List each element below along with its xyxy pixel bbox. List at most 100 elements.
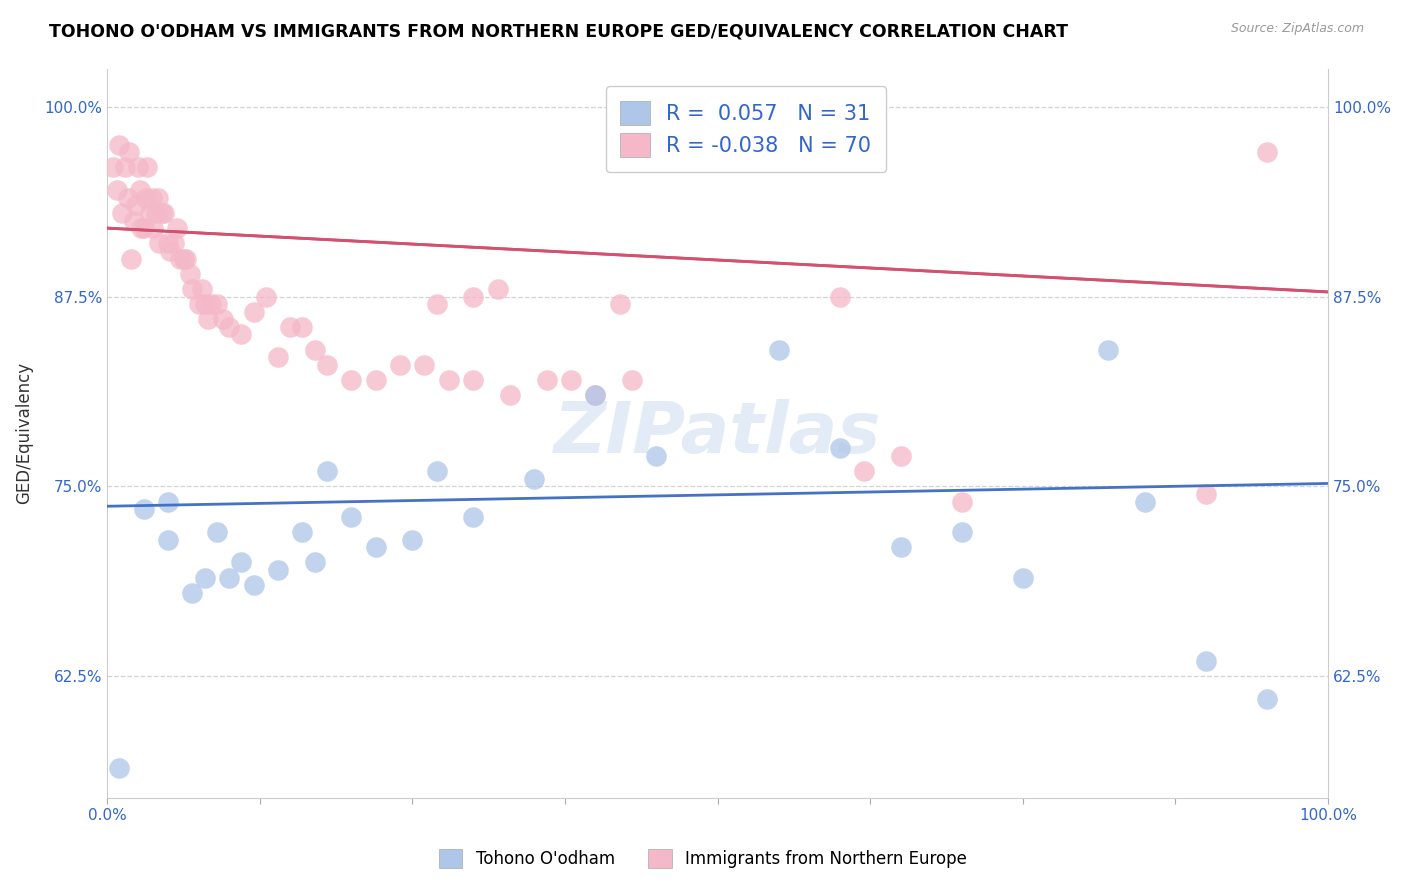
Point xyxy=(117,191,139,205)
Point xyxy=(179,267,201,281)
Point xyxy=(486,282,509,296)
Point xyxy=(499,388,522,402)
Point xyxy=(176,252,198,266)
Point xyxy=(166,221,188,235)
Point xyxy=(536,373,558,387)
Point xyxy=(340,509,363,524)
Point xyxy=(463,289,485,303)
Point xyxy=(413,358,436,372)
Y-axis label: GED/Equivalency: GED/Equivalency xyxy=(15,362,32,504)
Point xyxy=(159,244,181,258)
Point xyxy=(148,191,170,205)
Point xyxy=(120,252,142,266)
Point xyxy=(278,319,301,334)
Point xyxy=(157,236,180,251)
Point xyxy=(1195,487,1218,501)
Point xyxy=(108,137,131,152)
Text: TOHONO O'ODHAM VS IMMIGRANTS FROM NORTHERN EUROPE GED/EQUIVALENCY CORRELATION CH: TOHONO O'ODHAM VS IMMIGRANTS FROM NORTHE… xyxy=(49,22,1069,40)
Point xyxy=(163,236,186,251)
Point xyxy=(609,297,631,311)
Point xyxy=(1256,145,1278,160)
Point xyxy=(828,289,851,303)
Point xyxy=(523,472,546,486)
Point xyxy=(890,449,912,463)
Point xyxy=(231,556,253,570)
Text: Source: ZipAtlas.com: Source: ZipAtlas.com xyxy=(1230,22,1364,36)
Point xyxy=(401,533,423,547)
Point xyxy=(1256,692,1278,706)
Point xyxy=(127,161,149,175)
Point xyxy=(142,221,165,235)
Point xyxy=(105,183,128,197)
Point xyxy=(242,578,264,592)
Point xyxy=(242,304,264,318)
Point xyxy=(132,221,155,235)
Point xyxy=(315,358,337,372)
Point xyxy=(218,319,240,334)
Point xyxy=(197,312,219,326)
Point xyxy=(340,373,363,387)
Point xyxy=(583,388,606,402)
Point xyxy=(291,319,314,334)
Point xyxy=(304,343,326,357)
Point xyxy=(389,358,412,372)
Point xyxy=(291,525,314,540)
Point xyxy=(828,442,851,456)
Point xyxy=(560,373,582,387)
Point xyxy=(148,236,170,251)
Point xyxy=(135,191,157,205)
Point xyxy=(853,464,876,478)
Point xyxy=(1195,654,1218,668)
Point xyxy=(768,343,790,357)
Point xyxy=(1097,343,1119,357)
Point xyxy=(101,161,124,175)
Legend: R =  0.057   N = 31, R = -0.038   N = 70: R = 0.057 N = 31, R = -0.038 N = 70 xyxy=(606,87,886,172)
Point xyxy=(169,252,191,266)
Point xyxy=(194,297,217,311)
Legend: Tohono O'odham, Immigrants from Northern Europe: Tohono O'odham, Immigrants from Northern… xyxy=(430,840,976,877)
Point xyxy=(950,494,973,508)
Point xyxy=(181,282,204,296)
Point xyxy=(437,373,460,387)
Point xyxy=(173,252,195,266)
Point xyxy=(1011,571,1033,585)
Point xyxy=(111,206,134,220)
Point xyxy=(129,221,152,235)
Point xyxy=(108,761,131,775)
Point xyxy=(153,206,176,220)
Point xyxy=(157,494,180,508)
Point xyxy=(200,297,222,311)
Point xyxy=(157,533,180,547)
Point xyxy=(267,351,290,365)
Point xyxy=(125,198,148,212)
Point xyxy=(364,373,387,387)
Point xyxy=(645,449,668,463)
Point xyxy=(205,297,228,311)
Point xyxy=(426,464,449,478)
Point xyxy=(129,183,152,197)
Point xyxy=(267,563,290,577)
Point xyxy=(218,571,240,585)
Point xyxy=(950,525,973,540)
Point xyxy=(191,282,214,296)
Point xyxy=(890,541,912,555)
Point xyxy=(145,206,167,220)
Point xyxy=(187,297,209,311)
Point xyxy=(114,161,136,175)
Point xyxy=(181,586,204,600)
Point xyxy=(1133,494,1156,508)
Point xyxy=(364,541,387,555)
Point xyxy=(426,297,449,311)
Point xyxy=(621,373,644,387)
Point xyxy=(315,464,337,478)
Text: ZIPatlas: ZIPatlas xyxy=(554,399,882,467)
Point xyxy=(205,525,228,540)
Point xyxy=(304,556,326,570)
Point xyxy=(141,191,163,205)
Point xyxy=(231,327,253,342)
Point xyxy=(132,502,155,516)
Point xyxy=(122,213,145,227)
Point xyxy=(136,161,159,175)
Point xyxy=(463,373,485,387)
Point xyxy=(194,571,217,585)
